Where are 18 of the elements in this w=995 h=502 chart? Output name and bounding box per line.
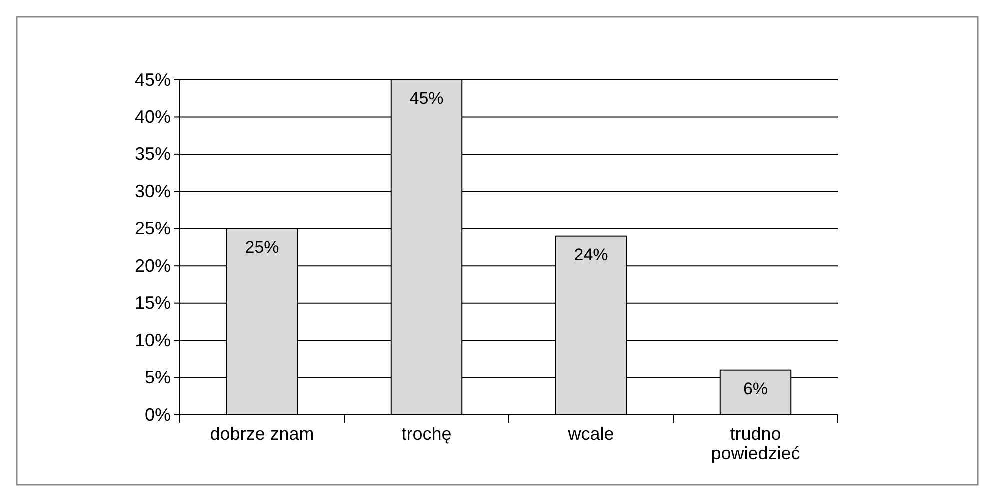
y-tick-label: 40% <box>134 106 171 127</box>
data-label: 24% <box>574 245 608 264</box>
y-tick-label: 30% <box>134 181 171 202</box>
y-tick-label: 20% <box>134 256 171 276</box>
data-label: 25% <box>245 238 280 257</box>
x-tick-label: trudno powiedzieć <box>711 424 800 464</box>
data-label: 6% <box>743 379 768 398</box>
x-tick-label: dobrze znam <box>210 424 314 444</box>
y-tick-label: 25% <box>134 218 171 239</box>
x-tick-label: trochę <box>402 424 452 444</box>
y-tick-label: 0% <box>144 404 171 425</box>
data-label: 45% <box>410 89 444 108</box>
y-tick-label: 10% <box>134 330 171 350</box>
y-tick-label: 15% <box>134 293 171 314</box>
y-tick-label: 5% <box>144 368 171 388</box>
x-tick-label: wcale <box>567 424 614 444</box>
y-tick-label: 35% <box>134 144 171 164</box>
y-tick-label: 45% <box>134 70 171 90</box>
